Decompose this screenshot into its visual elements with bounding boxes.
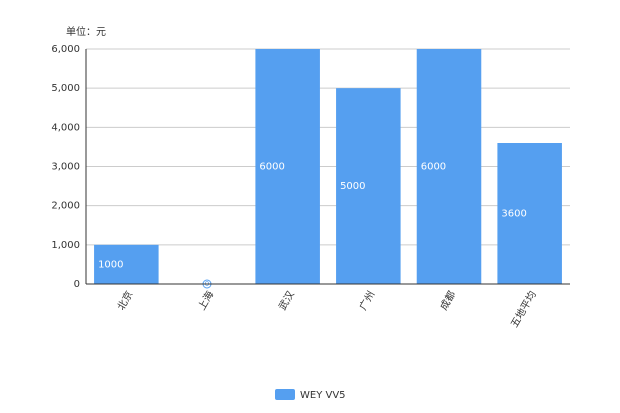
x-tick-label: 五地平均 [508,289,539,330]
bar [416,49,482,284]
y-tick-label: 1,000 [51,240,80,251]
legend-label: WEY VV5 [300,390,346,401]
unit-label: 单位：元 [66,25,106,38]
y-tick-label: 4,000 [51,122,80,133]
data-label: 6000 [259,162,284,173]
y-tick-label: 3,000 [51,162,80,173]
bar [336,88,401,285]
data-label: 5000 [340,181,365,192]
x-tick-label: 广州 [357,289,377,312]
bar [255,49,320,284]
data-label: 6000 [421,162,446,173]
y-tick-label: 5,000 [51,83,80,94]
y-tick-label: 6,000 [51,44,80,55]
x-tick-label: 武汉 [276,289,297,313]
data-label: 3600 [501,209,526,220]
x-tick-label: 成都 [438,289,458,312]
y-tick-label: 0 [74,279,80,290]
bar [497,143,562,284]
data-label: 1000 [98,259,123,270]
x-tick-label: 北京 [114,289,135,313]
legend-swatch [275,389,295,400]
y-tick-label: 2,000 [51,201,80,212]
x-tick-label: 上海 [195,289,216,313]
bar [94,244,159,284]
